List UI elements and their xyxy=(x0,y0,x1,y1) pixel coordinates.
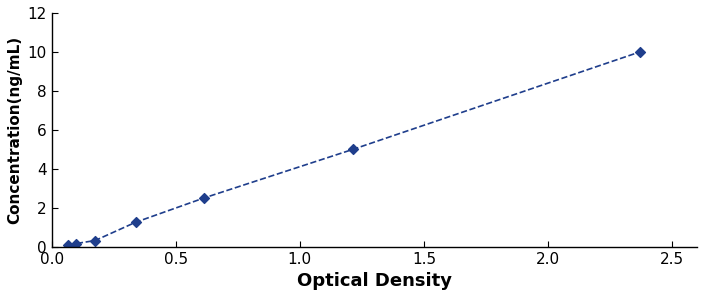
Point xyxy=(199,196,210,200)
Point xyxy=(70,241,82,246)
X-axis label: Optical Density: Optical Density xyxy=(297,272,452,290)
Y-axis label: Concentration(ng/mL): Concentration(ng/mL) xyxy=(7,36,22,224)
Point xyxy=(130,220,141,225)
Point xyxy=(63,243,74,247)
Point xyxy=(89,238,101,243)
Point xyxy=(348,147,359,152)
Point xyxy=(634,50,646,54)
